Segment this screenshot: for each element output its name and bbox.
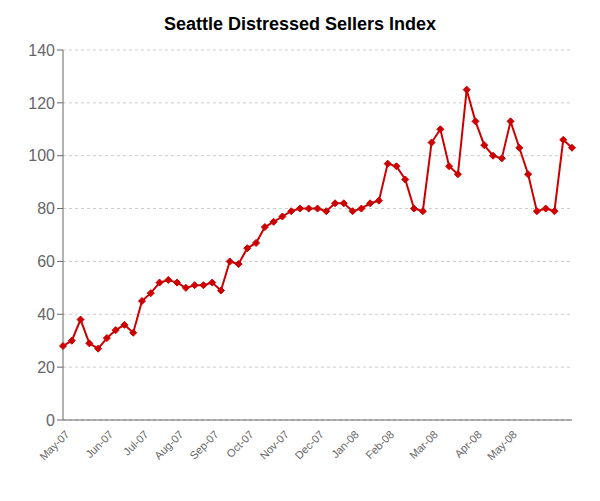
svg-text:Mar-08: Mar-08: [407, 428, 440, 461]
svg-text:140: 140: [28, 42, 55, 59]
svg-text:May-08: May-08: [485, 428, 519, 462]
svg-text:Jan-08: Jan-08: [329, 428, 361, 460]
svg-text:Nov-07: Nov-07: [257, 428, 291, 462]
svg-text:Jun-07: Jun-07: [83, 428, 115, 460]
svg-text:Dec-07: Dec-07: [292, 428, 326, 462]
svg-text:Jul-07: Jul-07: [121, 428, 151, 458]
svg-text:80: 80: [37, 200, 55, 217]
html-text:Seattle Distressed Sellers Ind: Seattle Distressed Sellers Index: [163, 14, 437, 34]
svg-text:120: 120: [28, 95, 55, 112]
svg-text:Oct-07: Oct-07: [224, 428, 256, 460]
svg-text:Feb-08: Feb-08: [363, 428, 396, 461]
svg-text:Apr-08: Apr-08: [452, 428, 484, 460]
svg-text:100: 100: [28, 147, 55, 164]
svg-text:Sep-07: Sep-07: [187, 428, 221, 462]
svg-text:20: 20: [37, 359, 55, 376]
svg-text:60: 60: [37, 253, 55, 270]
svg-text:40: 40: [37, 306, 55, 323]
svg-text:Aug-07: Aug-07: [152, 428, 186, 462]
svg-text:0: 0: [46, 412, 55, 429]
svg-text:May-07: May-07: [37, 428, 71, 462]
